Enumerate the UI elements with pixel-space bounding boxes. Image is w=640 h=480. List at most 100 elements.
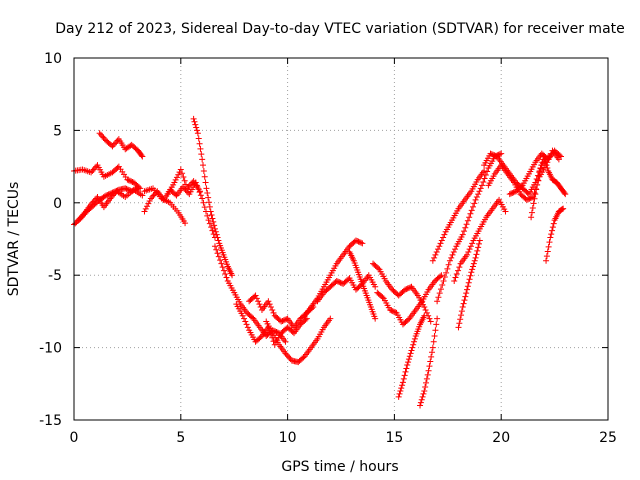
- data-point: [205, 217, 212, 224]
- data-point: [536, 167, 543, 174]
- x-tick-label: 10: [279, 430, 297, 446]
- data-point: [468, 207, 475, 214]
- data-point: [182, 220, 189, 227]
- data-point: [429, 257, 436, 264]
- data-point: [107, 195, 114, 202]
- data-point: [139, 192, 146, 199]
- data-point: [352, 237, 359, 244]
- data-point: [476, 237, 483, 244]
- data-point: [488, 151, 495, 158]
- data-point: [445, 261, 452, 268]
- data-point: [203, 185, 210, 192]
- data-point: [422, 383, 429, 390]
- data-point: [208, 211, 215, 218]
- data-point: [108, 194, 115, 201]
- data-point: [433, 321, 440, 328]
- data-point: [197, 145, 204, 152]
- data-point: [180, 174, 187, 181]
- data-point: [508, 190, 515, 197]
- data-point: [559, 206, 566, 213]
- data-point: [444, 265, 451, 272]
- data-point: [200, 199, 207, 206]
- data-point: [177, 166, 184, 173]
- data-point: [212, 228, 219, 235]
- data-point: [433, 249, 440, 256]
- data-point: [400, 375, 407, 382]
- data-point: [535, 172, 542, 179]
- data-point: [109, 192, 116, 199]
- y-tick-label: -10: [39, 341, 62, 357]
- series-trace-23: [455, 237, 483, 331]
- data-point: [145, 200, 152, 207]
- data-point: [523, 196, 530, 203]
- data-point: [423, 375, 430, 382]
- data-point: [423, 379, 430, 386]
- data-point: [465, 249, 472, 256]
- data-point: [229, 272, 236, 279]
- data-point: [189, 179, 196, 186]
- data-point: [490, 151, 497, 158]
- data-point: [280, 317, 287, 324]
- data-point: [196, 140, 203, 147]
- data-point: [448, 254, 455, 261]
- data-point: [194, 130, 201, 137]
- x-tick-label: 0: [70, 430, 79, 446]
- data-point: [126, 177, 133, 184]
- data-point: [355, 238, 362, 245]
- series-trace-19: [417, 315, 441, 409]
- data-point: [205, 199, 212, 206]
- series-trace-12: [263, 315, 334, 366]
- data-point: [175, 171, 182, 178]
- data-point: [548, 231, 555, 238]
- data-point: [205, 194, 212, 201]
- data-point: [402, 286, 409, 293]
- data-point: [201, 204, 208, 211]
- data-point: [191, 118, 198, 125]
- data-point: [405, 356, 412, 363]
- data-point: [135, 184, 142, 191]
- data-point: [428, 349, 435, 356]
- data-point: [427, 358, 434, 365]
- data-point: [452, 246, 459, 253]
- data-point: [112, 140, 119, 147]
- data-point: [181, 177, 188, 184]
- data-point: [481, 175, 488, 182]
- data-point: [438, 237, 445, 244]
- data-point: [434, 246, 441, 253]
- data-point: [463, 290, 470, 297]
- data-point: [549, 227, 556, 234]
- data-point: [214, 234, 221, 241]
- data-point: [407, 284, 414, 291]
- data-point: [544, 165, 551, 172]
- data-point: [90, 166, 97, 173]
- data-point: [441, 231, 448, 238]
- data-point: [194, 127, 201, 134]
- data-point: [405, 284, 412, 291]
- data-point: [144, 203, 151, 210]
- data-point: [460, 300, 467, 307]
- data-point: [270, 309, 277, 316]
- data-point: [217, 257, 224, 264]
- data-point: [473, 194, 480, 201]
- data-point: [432, 327, 439, 334]
- data-point: [528, 194, 535, 201]
- data-point: [408, 347, 415, 354]
- data-point: [534, 177, 541, 184]
- data-point: [223, 274, 230, 281]
- data-point: [456, 320, 463, 327]
- data-point: [137, 185, 144, 192]
- data-point: [90, 198, 97, 205]
- data-point: [546, 239, 553, 246]
- data-point: [436, 290, 443, 297]
- data-point: [282, 338, 289, 345]
- x-tick-label: 25: [599, 430, 617, 446]
- data-point: [472, 196, 479, 203]
- series-trace-22: [451, 196, 509, 284]
- data-point: [211, 225, 218, 232]
- data-point: [89, 167, 96, 174]
- data-point: [184, 185, 191, 192]
- data-point: [124, 176, 131, 183]
- data-point: [423, 309, 430, 316]
- data-point: [431, 254, 438, 261]
- data-point: [441, 273, 448, 280]
